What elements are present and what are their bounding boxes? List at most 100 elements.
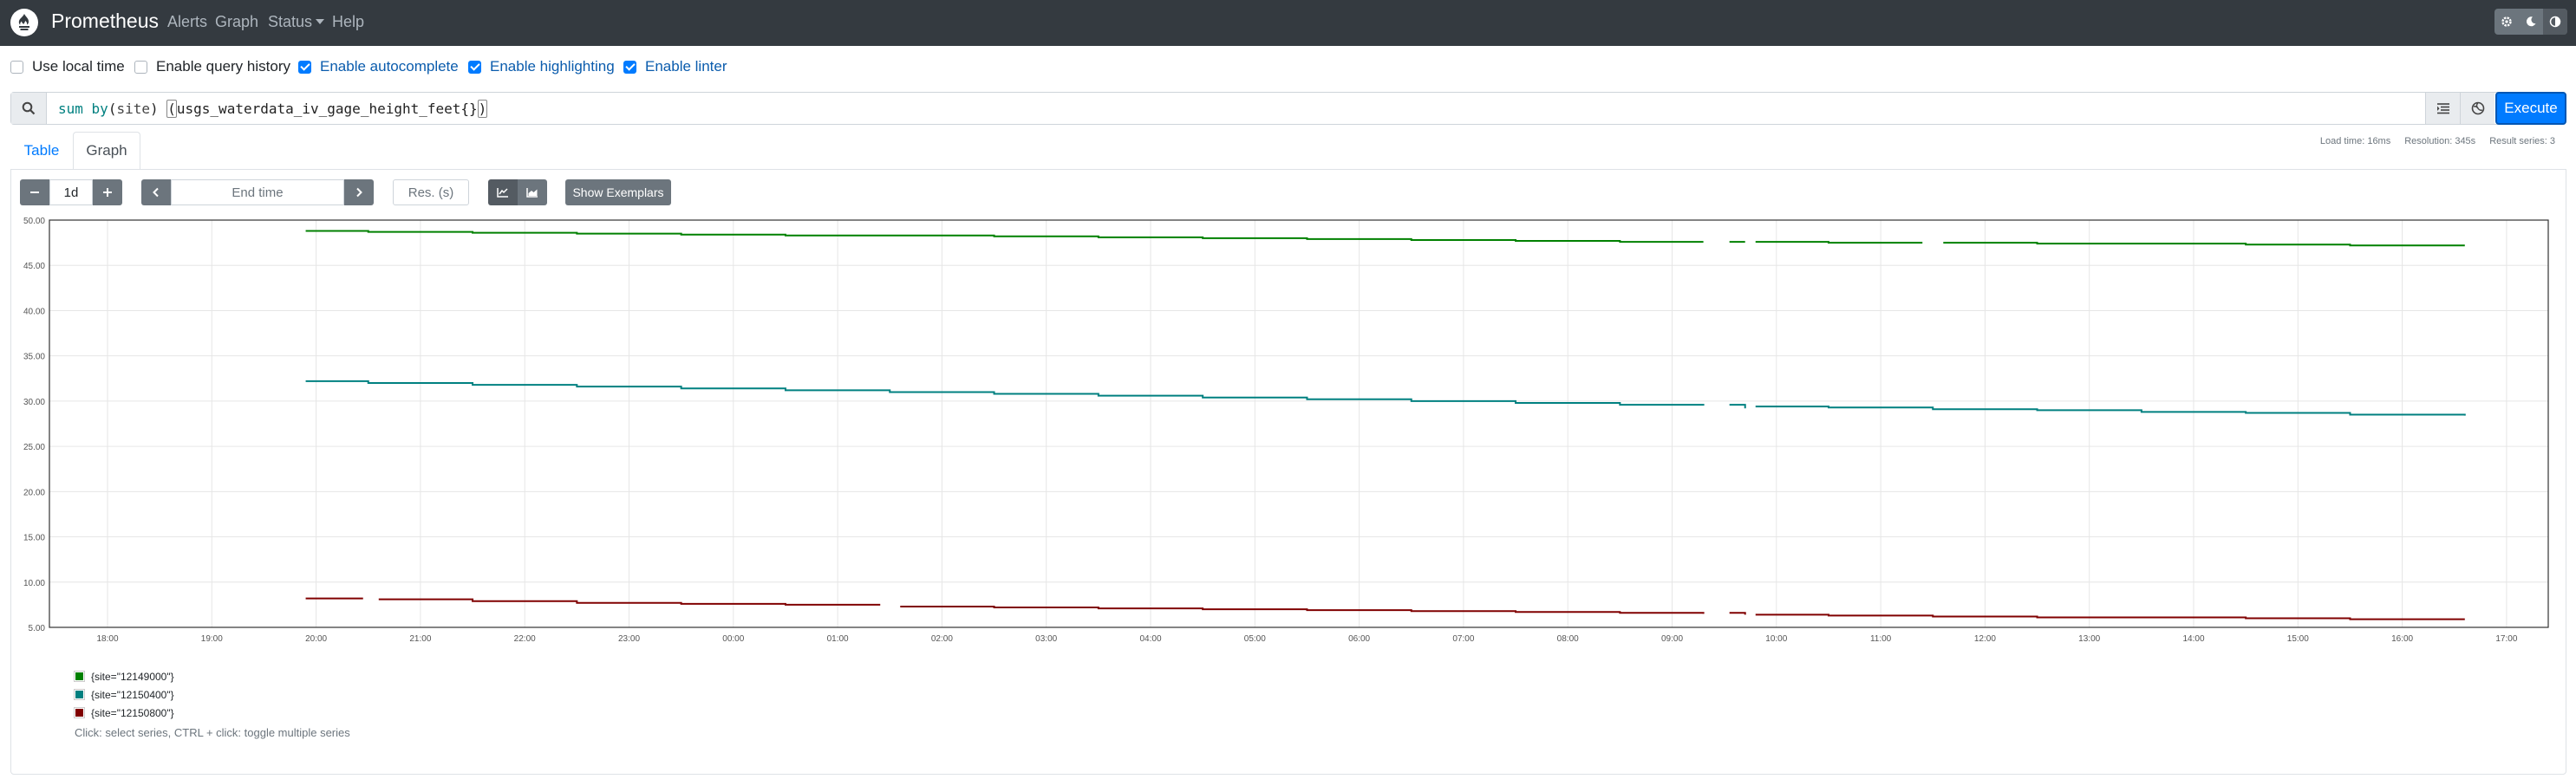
checkbox-autocomplete[interactable] [298,60,311,74]
series-line [1943,242,2465,247]
y-tick-label: 25.00 [23,443,45,452]
next-time-button[interactable] [344,179,374,205]
gear-icon[interactable] [2494,9,2519,35]
query-stats: Load time: 16ms Resolution: 345s Result se… [2306,136,2555,146]
x-tick-label: 07:00 [1452,634,1474,644]
option-use-local-time[interactable]: Use local time [10,58,125,75]
expression-text[interactable]: sum by(site) (usgs_waterdata_iv_gage_hei… [58,100,488,118]
navbar: Prometheus Alerts Graph Status Help [0,0,2576,46]
legend-item[interactable]: {site="12149000"} [74,667,174,685]
legend-item[interactable]: {site="12150400"} [74,685,174,704]
brand-title[interactable]: Prometheus [51,10,160,32]
search-icon [11,93,47,124]
tab-table[interactable]: Table [23,142,60,159]
checkbox-linter[interactable] [623,60,636,74]
option-label: Use local time [32,58,125,75]
prometheus-logo-icon[interactable] [10,9,38,36]
stacked-chart-icon[interactable] [518,179,547,205]
legend-label: {site="12150400"} [91,688,174,701]
x-tick-label: 05:00 [1244,634,1266,644]
series-line [1755,241,1923,244]
x-tick-label: 13:00 [2078,634,2100,644]
range-input[interactable]: 1d [49,179,93,205]
option-linter[interactable]: Enable linter [623,58,727,75]
decrease-range-button[interactable] [20,179,49,205]
nav-graph[interactable]: Graph [215,13,259,30]
option-autocomplete[interactable]: Enable autocomplete [298,58,459,75]
plot-area [49,219,2549,628]
theme-toggle [2494,9,2567,35]
y-tick-label: 30.00 [23,398,45,407]
x-tick-label: 04:00 [1139,634,1161,644]
option-label: Enable linter [645,58,727,75]
format-expression-icon[interactable] [2425,93,2460,124]
graph-panel [10,169,2566,775]
increase-range-button[interactable] [93,179,122,205]
x-tick-label: 01:00 [827,634,849,644]
x-tick-label: 10:00 [1765,634,1787,644]
expr-label: site [116,101,150,117]
x-tick-label: 08:00 [1557,634,1579,644]
series-line [1755,406,2466,416]
expression-input[interactable]: sum by(site) (usgs_waterdata_iv_gage_hei… [10,92,2566,125]
x-tick-label: 06:00 [1348,634,1370,644]
load-time: Load time: 16ms [2319,136,2391,146]
x-tick-label: 11:00 [1870,634,1892,644]
nav-help[interactable]: Help [332,13,365,30]
checkbox-highlighting[interactable] [468,60,481,74]
resolution: Resolution: 345s [2404,136,2476,146]
x-tick-label: 22:00 [514,634,536,644]
y-tick-label: 10.00 [23,579,45,588]
x-tick-label: 21:00 [409,634,431,644]
tab-graph[interactable]: Graph [73,132,140,170]
execute-button[interactable]: Execute [2495,92,2566,125]
contrast-icon[interactable] [2543,9,2567,35]
moon-icon[interactable] [2519,9,2543,35]
checkbox-use-local-time[interactable] [10,60,23,74]
end-time-input[interactable]: End time [171,179,344,205]
option-query-history[interactable]: Enable query history [134,58,290,75]
resolution-input[interactable]: Res. (s) [393,179,469,205]
series-line [900,605,1705,614]
legend-item[interactable]: {site="12150800"} [74,704,174,722]
x-tick-label: 00:00 [722,634,744,644]
y-tick-label: 5.00 [29,624,46,633]
expr-metric: usgs_waterdata_iv_gage_height_feet{} [176,101,478,117]
show-exemplars-button[interactable]: Show Exemplars [565,179,671,205]
y-tick-label: 40.00 [23,307,45,316]
x-tick-label: 23:00 [618,634,640,644]
y-tick-label: 20.00 [23,488,45,497]
x-tick-label: 15:00 [2287,634,2309,644]
legend: {site="12149000"} {site="12150400"} {sit… [74,667,174,722]
nav-status[interactable]: Status [268,13,325,31]
x-tick-label: 18:00 [96,634,118,644]
legend-hint: Click: select series, CTRL + click: togg… [75,726,350,739]
expr-function: sum [58,101,83,117]
nav-alerts[interactable]: Alerts [167,13,208,30]
option-label: Enable autocomplete [320,58,459,75]
result-series: Result series: 3 [2489,136,2555,146]
series-line [1729,404,1746,409]
y-tick-label: 45.00 [23,262,45,271]
y-tick-label: 35.00 [23,353,45,362]
legend-swatch [74,689,85,700]
series-line [378,598,881,606]
line-chart-icon[interactable] [488,179,518,205]
legend-label: {site="12149000"} [91,670,174,683]
x-tick-label: 03:00 [1035,634,1057,644]
option-label: Enable highlighting [490,58,615,75]
metrics-explorer-icon[interactable] [2460,93,2494,124]
y-tick-label: 50.00 [23,217,45,226]
legend-label: {site="12150800"} [91,706,174,719]
x-tick-label: 02:00 [931,634,953,644]
x-tick-label: 17:00 [2495,634,2517,644]
x-tick-label: 14:00 [2182,634,2204,644]
series-line [1755,613,2465,620]
x-tick-label: 12:00 [1974,634,1996,644]
option-label: Enable query history [156,58,290,75]
option-highlighting[interactable]: Enable highlighting [468,58,615,75]
previous-time-button[interactable] [141,179,171,205]
series-line [305,380,1705,406]
checkbox-query-history[interactable] [134,60,147,74]
